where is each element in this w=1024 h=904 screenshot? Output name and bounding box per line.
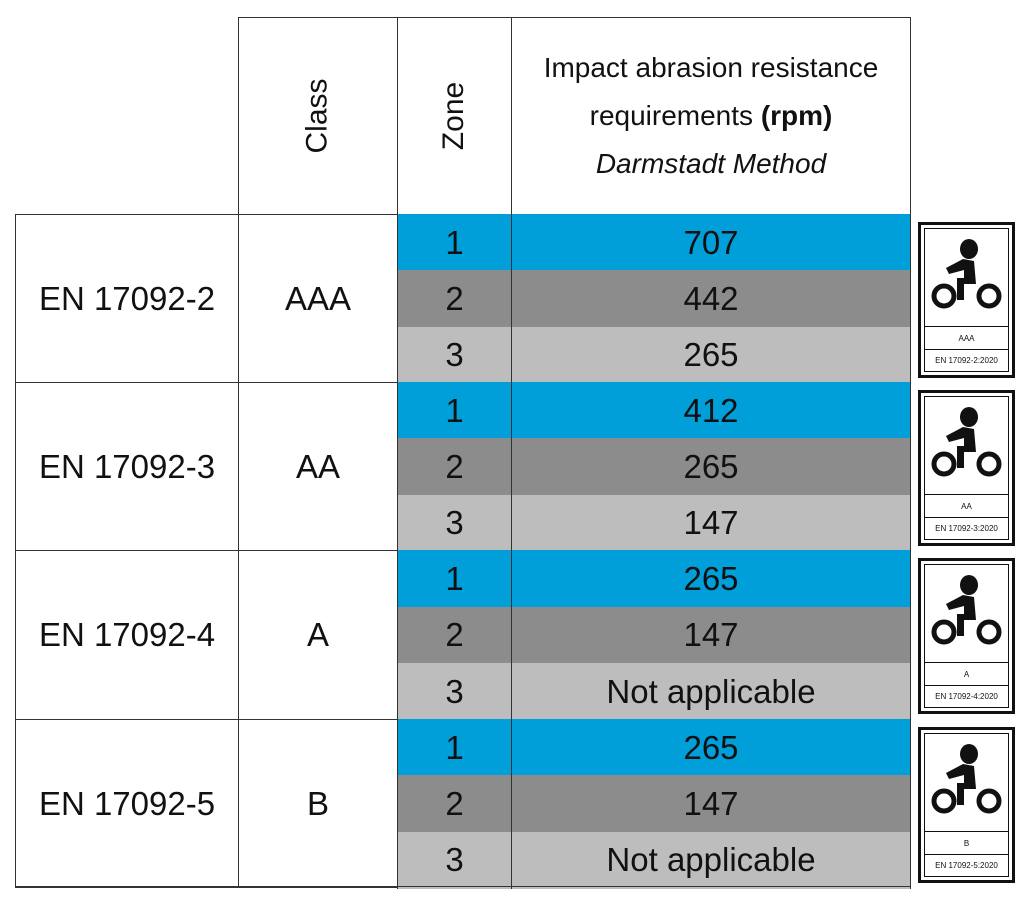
requirement-value: 265 bbox=[683, 559, 739, 597]
requirement-value: Not applicable bbox=[606, 841, 816, 879]
requirement-value-cell: 147 bbox=[511, 494, 911, 552]
class-cell: AA bbox=[238, 382, 398, 551]
zone-label: 1 bbox=[445, 728, 464, 766]
zone-label: 2 bbox=[445, 616, 464, 654]
header-requirement: Impact abrasion resistance requirements … bbox=[511, 17, 911, 215]
zone-label: 2 bbox=[445, 447, 464, 485]
requirement-value: Not applicable bbox=[606, 673, 816, 711]
header-class: Class bbox=[238, 17, 398, 215]
class-label: B bbox=[306, 784, 329, 822]
requirement-value-cell: 147 bbox=[511, 775, 911, 833]
zone-label: 1 bbox=[445, 559, 464, 597]
label-standard: EN 17092-2:2020 bbox=[924, 349, 1009, 372]
zone-cell: 1 bbox=[397, 719, 512, 777]
motorcycle-rider-icon bbox=[931, 239, 1002, 309]
zone-label: 3 bbox=[445, 336, 464, 374]
class-cell: B bbox=[238, 719, 398, 888]
requirement-value-cell: 147 bbox=[511, 606, 911, 665]
requirement-value: 707 bbox=[683, 223, 739, 261]
label-class: AA bbox=[924, 494, 1009, 518]
zone-label: 2 bbox=[445, 784, 464, 822]
label-standard: EN 17092-5:2020 bbox=[924, 854, 1009, 877]
requirement-value: 265 bbox=[683, 728, 739, 766]
zone-cell: 2 bbox=[397, 775, 512, 833]
standard-label: EN 17092-3 bbox=[38, 447, 216, 485]
zone-cell: 1 bbox=[397, 214, 512, 272]
requirement-value: 147 bbox=[683, 504, 739, 542]
requirement-value: 412 bbox=[683, 391, 739, 429]
requirement-value-cell: 265 bbox=[511, 326, 911, 384]
zone-cell: 3 bbox=[397, 663, 512, 721]
header-zone-label: Zone bbox=[437, 81, 471, 151]
zone-label: 3 bbox=[445, 841, 464, 879]
zone-cell: 1 bbox=[397, 550, 512, 608]
zone-label: 3 bbox=[445, 673, 464, 711]
zone-cell: 3 bbox=[397, 831, 512, 889]
header-class-label: Class bbox=[300, 78, 334, 154]
header-unit: (rpm) bbox=[760, 100, 833, 131]
requirement-value-cell: 265 bbox=[511, 719, 911, 777]
requirement-value: 147 bbox=[683, 616, 739, 654]
label-class: B bbox=[924, 831, 1009, 855]
class-label: AAA bbox=[284, 279, 352, 317]
certification-label: A EN 17092-4:2020 bbox=[918, 558, 1015, 714]
zone-cell: 2 bbox=[397, 606, 512, 665]
requirement-value: 265 bbox=[683, 447, 739, 485]
label-class: AAA bbox=[924, 326, 1009, 350]
header-zone: Zone bbox=[397, 17, 512, 215]
certification-label: B EN 17092-5:2020 bbox=[918, 727, 1015, 883]
zone-cell: 3 bbox=[397, 494, 512, 552]
certification-label: AA EN 17092-3:2020 bbox=[918, 390, 1015, 546]
requirement-value-cell: 265 bbox=[511, 550, 911, 608]
label-standard: EN 17092-3:2020 bbox=[924, 517, 1009, 540]
standard-cell: EN 17092-4 bbox=[15, 550, 239, 720]
requirement-value-cell: Not applicable bbox=[511, 831, 911, 889]
table-bottom-border bbox=[15, 886, 911, 887]
header-method: Darmstadt Method bbox=[596, 140, 826, 188]
requirement-value: 147 bbox=[683, 784, 739, 822]
class-cell: AAA bbox=[238, 214, 398, 383]
requirement-value-cell: Not applicable bbox=[511, 663, 911, 721]
zone-cell: 2 bbox=[397, 270, 512, 328]
zone-cell: 3 bbox=[397, 326, 512, 384]
class-label: A bbox=[306, 616, 329, 653]
class-cell: A bbox=[238, 550, 398, 720]
label-standard: EN 17092-4:2020 bbox=[924, 685, 1009, 708]
zone-label: 1 bbox=[445, 391, 464, 429]
header-method-text: Darmstadt Method bbox=[595, 148, 827, 179]
zone-label: 1 bbox=[445, 223, 464, 261]
header-requirement-line1: Impact abrasion resistance bbox=[543, 52, 879, 83]
motorcycle-rider-icon bbox=[931, 575, 1002, 645]
requirement-value: 265 bbox=[683, 336, 739, 374]
requirement-value-cell: 707 bbox=[511, 214, 911, 272]
certification-label: AAA EN 17092-2:2020 bbox=[918, 222, 1015, 378]
zone-cell: 1 bbox=[397, 382, 512, 440]
label-class: A bbox=[924, 662, 1009, 686]
motorcycle-rider-icon bbox=[931, 407, 1002, 477]
requirement-value-cell: 442 bbox=[511, 270, 911, 328]
header-requirement-line2: requirements (rpm) bbox=[590, 92, 833, 140]
zone-label: 3 bbox=[445, 504, 464, 542]
motorcycle-rider-icon bbox=[931, 744, 1002, 814]
standard-label: EN 17092-5 bbox=[38, 784, 216, 822]
zone-label: 2 bbox=[445, 279, 464, 317]
header-requirement-text: requirements bbox=[589, 100, 761, 131]
standard-cell: EN 17092-5 bbox=[15, 719, 239, 888]
standard-cell: EN 17092-3 bbox=[15, 382, 239, 551]
standard-label: EN 17092-4 bbox=[38, 616, 216, 653]
zone-cell: 2 bbox=[397, 438, 512, 496]
requirement-value: 442 bbox=[683, 279, 739, 317]
class-label: AA bbox=[295, 447, 341, 485]
requirement-value-cell: 265 bbox=[511, 438, 911, 496]
standard-label: EN 17092-2 bbox=[38, 279, 216, 317]
requirement-value-cell: 412 bbox=[511, 382, 911, 440]
standard-cell: EN 17092-2 bbox=[15, 214, 239, 383]
